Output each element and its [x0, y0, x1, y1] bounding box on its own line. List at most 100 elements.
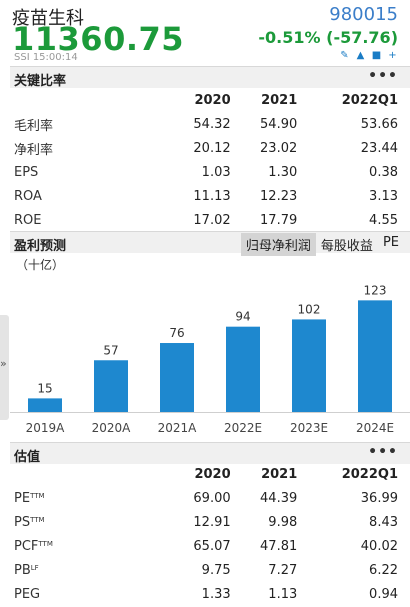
- column-header: 2021: [261, 92, 298, 108]
- chart-bar[interactable]: [292, 319, 326, 412]
- table-cell: 20.12: [193, 140, 231, 156]
- row-label-text: 毛利率: [14, 118, 54, 134]
- table-cell: 44.39: [260, 490, 298, 506]
- forecast-bar-chart: 15 2019A 57 2020A 76 2021A 94 2022E 102 2023E 123 2…: [10, 283, 410, 435]
- row-label: PSTTM: [14, 510, 164, 534]
- tab-eps[interactable]: 每股收益: [320, 239, 373, 254]
- edit-icon[interactable]: ✎: [340, 50, 349, 61]
- table-cell: 0.94: [369, 586, 398, 602]
- x-axis-tick-label: 2023E: [290, 421, 328, 435]
- row-label-text: ROA: [14, 188, 42, 204]
- header-toolbar: ✎ ▲ ■ +: [339, 50, 398, 61]
- row-label-text: PB: [14, 562, 31, 578]
- table-cell: 36.99: [360, 490, 398, 506]
- table-row: PSTTM 12.91 9.98 8.43: [14, 510, 398, 534]
- x-axis-tick-label: 2022E: [224, 421, 262, 435]
- table-row: ROA 11.13 12.23 3.13: [14, 184, 398, 208]
- table-row: PBLF 9.75 7.27 6.22: [14, 558, 398, 582]
- index-code: 980015: [329, 4, 398, 25]
- column-header: 2020: [194, 466, 231, 482]
- chart-bar[interactable]: [28, 398, 62, 412]
- table-row: 毛利率 54.32 54.90 53.66: [14, 112, 398, 136]
- table-row: PETTM 69.00 44.39 36.99: [14, 486, 398, 510]
- table-cell: 53.66: [360, 116, 398, 132]
- bar-data-label: 102: [298, 302, 321, 316]
- table-cell: 17.79: [260, 212, 298, 228]
- table-row: PEG 1.33 1.13 0.94: [14, 582, 398, 606]
- table-cell: 23.02: [260, 140, 298, 156]
- alert-icon[interactable]: ▲: [356, 50, 365, 61]
- tab-pe[interactable]: PE: [382, 235, 399, 250]
- x-axis-tick-label: 2020A: [92, 421, 132, 435]
- table-cell: 8.43: [369, 514, 398, 530]
- table-cell: 1.13: [268, 586, 298, 602]
- x-axis-tick-label: 2019A: [26, 421, 66, 435]
- forecast-header: 盈利预测 归母净利润 每股收益 PE: [10, 231, 410, 256]
- chart-bar[interactable]: [94, 360, 128, 412]
- table-header-row: 2020 2021 2022Q1: [14, 462, 398, 486]
- column-header-empty: [14, 462, 164, 486]
- bar-data-label: 15: [37, 381, 52, 395]
- table-cell: 12.91: [193, 514, 231, 530]
- table-cell: 54.90: [260, 116, 298, 132]
- table-cell: 3.13: [369, 188, 398, 204]
- table-cell: 9.98: [268, 514, 298, 530]
- key-ratios-table: 2020 2021 2022Q1 毛利率 54.32 54.90 53.66 净利率 20…: [14, 88, 398, 232]
- price-change: -0.51% (-57.76): [258, 28, 398, 47]
- row-label: ROE: [14, 208, 164, 232]
- valuation-header: 估值 •••: [10, 442, 410, 465]
- table-header-row: 2020 2021 2022Q1: [14, 88, 398, 112]
- valuation-more-button[interactable]: •••: [368, 444, 398, 460]
- column-header-empty: [14, 88, 164, 112]
- key-ratios-more-button[interactable]: •••: [368, 68, 398, 84]
- table-cell: 9.75: [201, 562, 231, 578]
- expand-panel-handle[interactable]: »: [0, 315, 9, 420]
- chart-bar[interactable]: [160, 343, 194, 412]
- row-label-text: PCF: [14, 538, 39, 554]
- row-label: PBLF: [14, 558, 164, 582]
- valuation-table: 2020 2021 2022Q1 PETTM 69.00 44.39 36.99 PST…: [14, 462, 398, 606]
- row-label: PETTM: [14, 486, 164, 510]
- chart-bar[interactable]: [358, 300, 392, 412]
- row-label-text: PE: [14, 490, 31, 506]
- add-icon[interactable]: +: [388, 50, 397, 61]
- column-header: 2022Q1: [341, 92, 398, 108]
- quote-header: 疫苗生科 980015 11360.75 -0.51% (-57.76) SSI…: [12, 0, 402, 66]
- last-price: 11360.75: [12, 20, 185, 58]
- row-label-text: 净利率: [14, 142, 54, 158]
- row-label: 毛利率: [14, 112, 164, 136]
- notes-icon[interactable]: ■: [371, 50, 382, 61]
- table-cell: 1.03: [201, 164, 231, 180]
- column-header: 2021: [261, 466, 298, 482]
- table-cell: 40.02: [360, 538, 398, 554]
- table-cell: 4.55: [369, 212, 398, 228]
- table-cell: 6.22: [369, 562, 398, 578]
- row-label-text: PS: [14, 514, 31, 530]
- row-label: 净利率: [14, 136, 164, 160]
- table-cell: 1.30: [268, 164, 298, 180]
- tab-net-profit[interactable]: 归母净利润: [240, 233, 316, 256]
- table-row: EPS 1.03 1.30 0.38: [14, 160, 398, 184]
- key-ratios-header: 关键比率 •••: [10, 66, 410, 89]
- column-header: 2022Q1: [341, 466, 398, 482]
- forecast-tabs: 归母净利润 每股收益 PE: [240, 233, 404, 256]
- row-label: EPS: [14, 160, 164, 184]
- row-label-text: EPS: [14, 164, 39, 180]
- table-row: 净利率 20.12 23.02 23.44: [14, 136, 398, 160]
- table-cell: 54.32: [193, 116, 231, 132]
- row-label-suffix: TTM: [38, 539, 53, 548]
- bar-data-label: 94: [235, 310, 250, 324]
- table-cell: 0.38: [369, 164, 398, 180]
- table-cell: 11.13: [193, 188, 231, 204]
- row-label: PEG: [14, 582, 164, 606]
- chart-unit-label: （十亿）: [16, 258, 65, 272]
- table-cell: 65.07: [193, 538, 231, 554]
- x-axis-tick-label: 2021A: [158, 421, 198, 435]
- chart-bar[interactable]: [226, 326, 260, 412]
- row-label-text: ROE: [14, 212, 42, 228]
- row-label-text: PEG: [14, 586, 41, 602]
- row-label-suffix: LF: [30, 563, 39, 572]
- row-label-suffix: TTM: [30, 515, 45, 524]
- table-cell: 12.23: [260, 188, 298, 204]
- x-axis-tick-label: 2024E: [356, 421, 394, 435]
